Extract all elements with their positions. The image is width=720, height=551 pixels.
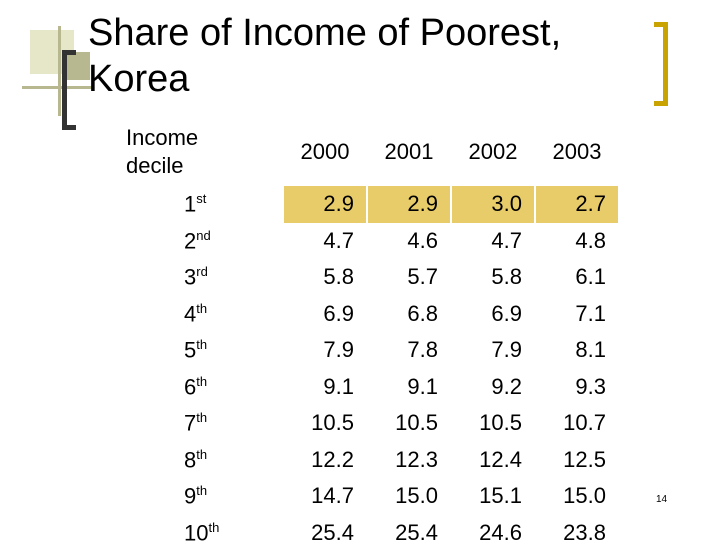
value-cell: 6.9 xyxy=(451,296,535,333)
value-cell: 6.8 xyxy=(367,296,451,333)
value-cell: 25.4 xyxy=(283,515,367,551)
value-cell: 9.2 xyxy=(451,369,535,406)
value-cell: 6.9 xyxy=(283,296,367,333)
decile-label: 8th xyxy=(118,442,283,479)
year-header: 2003 xyxy=(535,118,619,186)
value-cell: 5.8 xyxy=(283,259,367,296)
decile-label: 3rd xyxy=(118,259,283,296)
value-cell: 7.8 xyxy=(367,332,451,369)
value-cell: 8.1 xyxy=(535,332,619,369)
value-cell: 4.7 xyxy=(283,223,367,260)
decorative-bracket-left xyxy=(62,50,76,130)
year-header: 2001 xyxy=(367,118,451,186)
value-cell: 7.9 xyxy=(451,332,535,369)
value-cell: 12.5 xyxy=(535,442,619,479)
value-cell: 12.3 xyxy=(367,442,451,479)
table-header-row: Income decile 2000 2001 2002 2003 xyxy=(118,118,619,186)
value-cell: 10.7 xyxy=(535,405,619,442)
value-cell: 23.8 xyxy=(535,515,619,551)
value-cell: 4.8 xyxy=(535,223,619,260)
value-cell: 15.1 xyxy=(451,478,535,515)
year-header: 2002 xyxy=(451,118,535,186)
value-cell: 2.9 xyxy=(283,186,367,223)
decile-label: 10th xyxy=(118,515,283,551)
value-cell: 9.1 xyxy=(283,369,367,406)
value-cell: 7.9 xyxy=(283,332,367,369)
value-cell: 6.1 xyxy=(535,259,619,296)
value-cell: 4.7 xyxy=(451,223,535,260)
slide-title-line2: Korea xyxy=(88,58,189,100)
value-cell: 12.2 xyxy=(283,442,367,479)
decile-label: 9th xyxy=(118,478,283,515)
decorative-bracket-right xyxy=(654,22,668,106)
value-cell: 9.1 xyxy=(367,369,451,406)
value-cell: 10.5 xyxy=(283,405,367,442)
decile-label: 7th xyxy=(118,405,283,442)
decile-column-header: Income decile xyxy=(118,118,283,186)
value-cell: 25.4 xyxy=(367,515,451,551)
slide-number: 14 xyxy=(656,494,667,505)
value-cell: 9.3 xyxy=(535,369,619,406)
value-cell: 12.4 xyxy=(451,442,535,479)
value-cell: 2.7 xyxy=(535,186,619,223)
decile-label: 6th xyxy=(118,369,283,406)
value-cell: 10.5 xyxy=(367,405,451,442)
year-header: 2000 xyxy=(283,118,367,186)
value-cell: 5.7 xyxy=(367,259,451,296)
decile-label: 4th xyxy=(118,296,283,333)
decile-label: 2nd xyxy=(118,223,283,260)
value-cell: 15.0 xyxy=(535,478,619,515)
value-cell: 3.0 xyxy=(451,186,535,223)
decile-label: 1st xyxy=(118,186,283,223)
value-cell: 2.9 xyxy=(367,186,451,223)
decile-label: 5th xyxy=(118,332,283,369)
slide-title: Share of Income of Poorest, Korea xyxy=(88,10,648,102)
value-cell: 14.7 xyxy=(283,478,367,515)
value-cell: 15.0 xyxy=(367,478,451,515)
value-cell: 5.8 xyxy=(451,259,535,296)
decorative-line-vertical xyxy=(58,26,61,116)
value-cell: 4.6 xyxy=(367,223,451,260)
value-cell: 24.6 xyxy=(451,515,535,551)
decorative-line-horizontal xyxy=(22,86,92,89)
value-cell: 7.1 xyxy=(535,296,619,333)
slide-title-line1: Share of Income of Poorest, xyxy=(88,12,561,54)
value-cell: 10.5 xyxy=(451,405,535,442)
